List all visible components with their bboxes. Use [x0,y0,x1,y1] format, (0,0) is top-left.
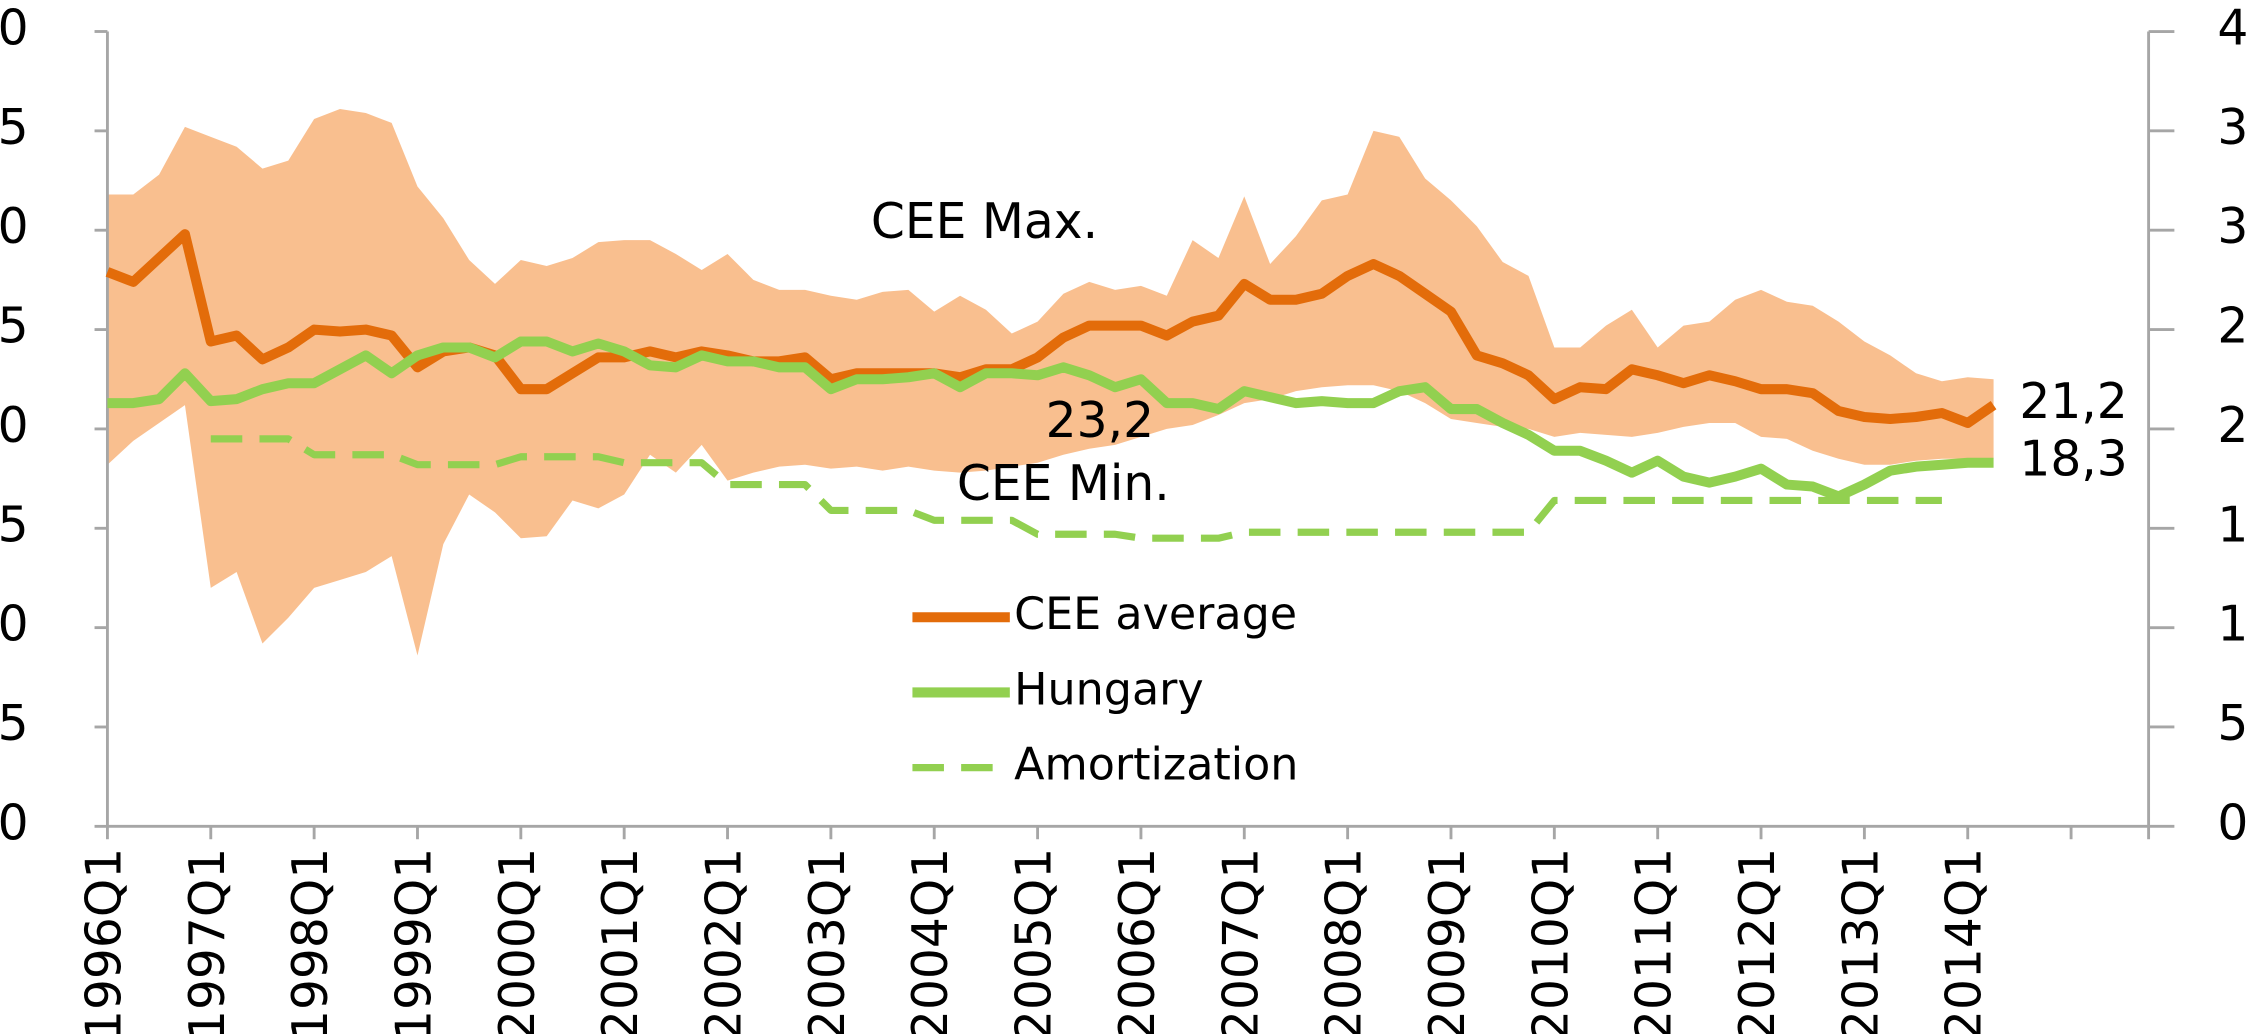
y-tick-label: 5 [0,696,29,752]
x-tick-label: 2006Q1 [1110,848,1166,1034]
annotation: CEE Max. [871,194,1098,250]
y-tick-label: 30 [0,199,29,255]
x-tick-label: 2008Q1 [1317,848,1373,1034]
y-tick-label: 35 [0,100,29,156]
x-tick-label: 2003Q1 [800,848,856,1034]
y-tick-label: 10 [0,597,29,653]
annotation: 23,2 [1046,393,1154,449]
series-line [105,229,1997,428]
x-tick-label: 2011Q1 [1627,848,1683,1034]
y2-tick-label: 15 [2217,497,2246,553]
x-tick-label: 2007Q1 [1213,848,1269,1034]
series-line [210,435,1942,542]
x-tick-label: 2012Q1 [1730,848,1786,1034]
series-line [107,336,1994,502]
annotation: CEE Min. [957,456,1170,512]
x-tick-label: 2014Q1 [1937,848,1993,1034]
x-tick-label: 2009Q1 [1420,848,1476,1034]
x-tick-label: 2004Q1 [903,848,959,1034]
y-tick-label: 0 [0,795,29,851]
x-tick-label: 2000Q1 [490,848,546,1034]
value-label: 21,2 [2019,374,2127,430]
x-tick-label: 2001Q1 [593,848,649,1034]
legend-label: Hungary [1014,664,1204,715]
legend-label: CEE average [1014,589,1297,640]
y-tick-label: 15 [0,497,29,553]
y-tick-label: 20 [0,398,29,454]
y-tick-label: 40 [0,1,29,57]
y2-tick-label: 10 [2217,597,2246,653]
x-tick-label: 2002Q1 [697,848,753,1034]
y2-tick-label: 20 [2217,398,2246,454]
x-tick-label: 1999Q1 [386,848,442,1034]
y2-tick-label: 35 [2217,100,2246,156]
y2-tick-label: 5 [2217,696,2246,752]
legend-label: Amortization [1014,740,1298,791]
x-tick-label: 2010Q1 [1523,848,1579,1034]
x-tick-label: 2013Q1 [1833,848,1889,1034]
y2-tick-label: 30 [2217,199,2246,255]
x-tick-label: 1997Q1 [180,848,236,1034]
x-tick-label: 2005Q1 [1007,848,1063,1034]
x-tick-label: 1998Q1 [283,848,339,1034]
y2-tick-label: 0 [2217,795,2246,851]
x-tick-label: 1996Q1 [76,848,132,1034]
range-band [107,109,1994,656]
value-label: 18,3 [2019,432,2127,488]
y-tick-label: 25 [0,299,29,355]
y2-tick-label: 25 [2217,299,2246,355]
y2-tick-label: 40 [2217,1,2246,57]
